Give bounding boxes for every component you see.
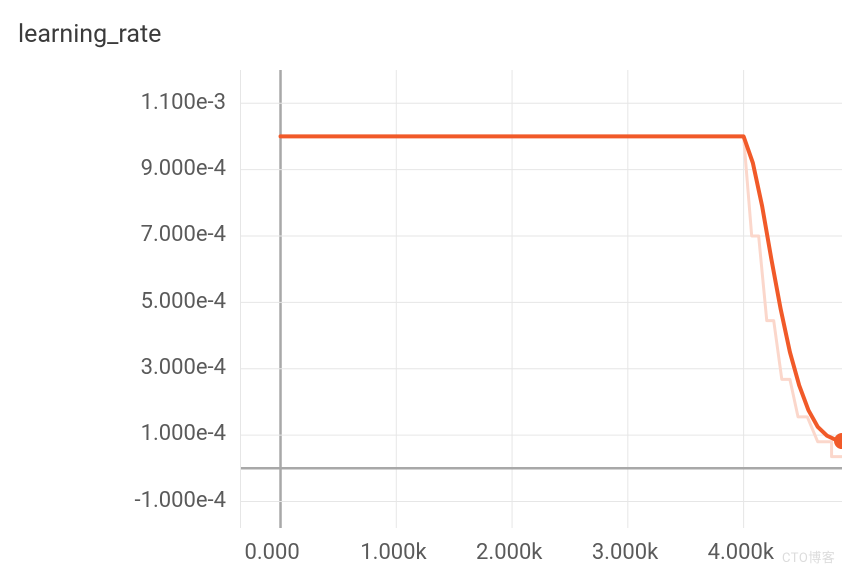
x-tick-label: 3.000k — [592, 540, 658, 565]
chart-svg — [240, 70, 842, 528]
y-tick-label: 7.000e-4 — [141, 222, 226, 247]
x-tick-label: 1.000k — [360, 540, 426, 565]
y-tick-label: 3.000e-4 — [141, 355, 226, 380]
chart-title: learning_rate — [18, 20, 161, 49]
watermark-text: CTO博客 — [782, 547, 835, 566]
x-tick-label: 0.000 — [245, 540, 300, 565]
y-tick-label: 9.000e-4 — [141, 156, 226, 181]
chart-plot-area — [240, 70, 842, 528]
y-tick-label: 1.000e-4 — [141, 421, 226, 446]
x-tick-label: 2.000k — [476, 540, 542, 565]
y-tick-label: 1.100e-3 — [141, 90, 226, 115]
y-tick-label: 5.000e-4 — [141, 289, 226, 314]
x-tick-label: 4.000k — [708, 540, 774, 565]
y-tick-label: -1.000e-4 — [135, 488, 226, 513]
